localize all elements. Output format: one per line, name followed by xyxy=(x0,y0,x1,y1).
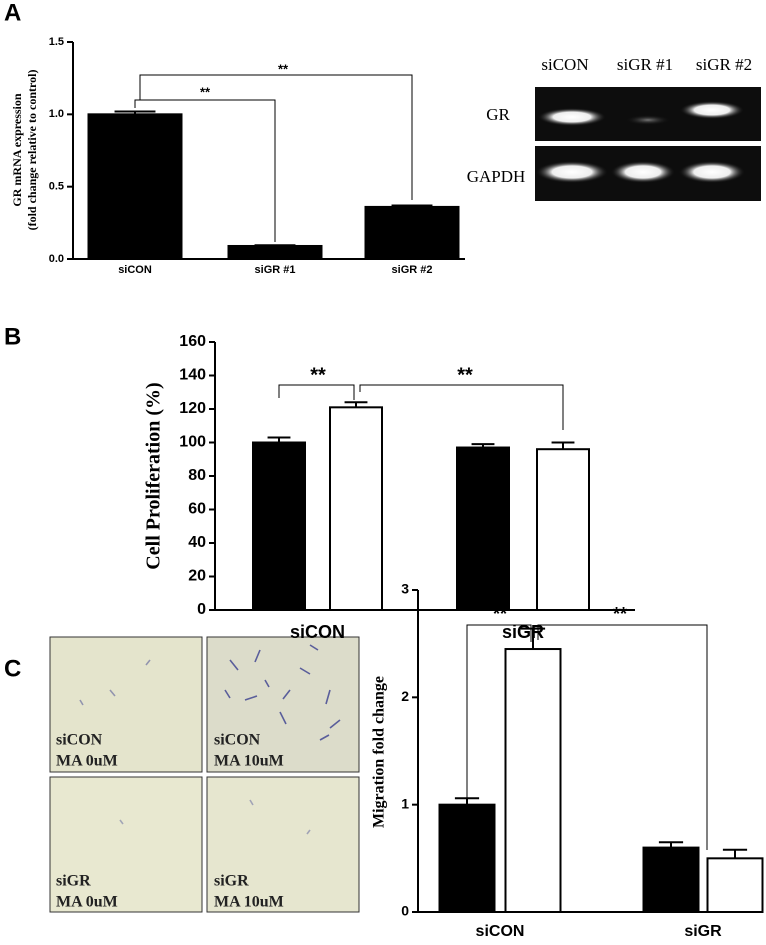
significance-bracket xyxy=(466,624,532,800)
y-tick-label: 80 xyxy=(188,467,206,484)
y-tick-label: 3 xyxy=(401,581,409,597)
panel-label: B xyxy=(4,323,21,350)
significance-label: ** xyxy=(200,84,211,99)
micrograph-label: siGR xyxy=(214,873,249,890)
gel-row: GAPDH xyxy=(467,167,526,186)
bar xyxy=(456,446,510,611)
bar xyxy=(438,803,496,914)
micrograph-label: MA 10uM xyxy=(214,894,284,911)
y-tick-label: 0 xyxy=(401,903,409,919)
y-tick-label: 120 xyxy=(179,400,206,417)
y-tick-label: 1.0 xyxy=(49,108,64,120)
significance-label: ** xyxy=(457,364,473,386)
y-tick-label: 1 xyxy=(401,795,409,811)
y-axis-label: Migration fold change xyxy=(371,676,388,828)
bar xyxy=(364,205,460,260)
y-axis-label: GR mRNA expression xyxy=(10,93,24,206)
y-tick-label: 0.5 xyxy=(49,181,64,193)
micrograph-label: siCON xyxy=(214,732,261,749)
y-tick-label: 140 xyxy=(179,367,206,384)
gel-column: siCON xyxy=(541,55,588,74)
significance-bracket xyxy=(359,384,564,430)
significance-bracket xyxy=(139,74,413,200)
micrographs: siCON MA 0uM siCON MA 10uM siGR MA 0uM s… xyxy=(49,636,360,913)
bar xyxy=(252,441,306,611)
micrograph xyxy=(206,636,360,773)
cell-stain xyxy=(79,644,341,835)
significance-bracket xyxy=(134,99,276,242)
y-tick-label: 0 xyxy=(197,601,206,618)
bar xyxy=(536,448,590,612)
gel: siCON siGR #1 siGR #2 GR GAPDH xyxy=(467,55,761,201)
y-axis-label: (fold change relative to control) xyxy=(25,70,39,231)
y-axis-label: Cell Proliferation (%) xyxy=(143,382,165,569)
micrograph-label: MA 0uM xyxy=(56,894,118,911)
bar xyxy=(706,857,764,913)
significance-label: ** xyxy=(310,364,326,386)
micrograph xyxy=(49,636,203,773)
gel-band xyxy=(626,115,670,125)
significance-bracket xyxy=(278,384,355,400)
gel-band xyxy=(680,101,744,119)
gel-band xyxy=(538,108,606,126)
y-tick-label: 100 xyxy=(179,434,206,451)
x-tick-label: siCON xyxy=(118,264,152,276)
y-tick-label: 40 xyxy=(188,534,206,551)
bar xyxy=(642,846,700,913)
y-tick-label: 20 xyxy=(188,568,206,585)
significance-label: ** xyxy=(613,604,627,624)
x-tick-label: siGR #1 xyxy=(255,264,296,276)
micrograph-label: MA 0uM xyxy=(56,753,118,770)
panel-label: A xyxy=(4,0,21,26)
micrograph-label: siGR xyxy=(56,873,91,890)
micrograph xyxy=(206,776,360,913)
y-tick-label: 2 xyxy=(401,688,409,704)
bar xyxy=(87,113,183,261)
micrograph-label: siCON xyxy=(56,732,103,749)
error-bar xyxy=(520,627,546,650)
x-tick-label: siCON xyxy=(290,622,345,642)
x-tick-label: siGR #2 xyxy=(392,264,433,276)
gel-column: siGR #2 xyxy=(696,55,752,74)
bar xyxy=(227,244,323,260)
panel-label: C xyxy=(4,655,21,682)
significance-label: ** xyxy=(493,604,507,624)
bar xyxy=(329,406,383,612)
gel-band xyxy=(536,161,608,183)
error-bar xyxy=(722,848,748,859)
gel-column: siGR #1 xyxy=(617,55,673,74)
gel-band xyxy=(679,161,745,183)
y-tick-label: 160 xyxy=(179,333,206,350)
y-tick-label: 0.0 xyxy=(49,253,64,265)
error-bar xyxy=(551,441,575,450)
micrograph xyxy=(49,776,203,913)
micrograph-label: MA 10uM xyxy=(214,753,284,770)
gel-band xyxy=(611,161,675,183)
bar xyxy=(504,648,562,913)
x-tick-label: siCON xyxy=(476,923,525,940)
x-tick-label: siGR xyxy=(684,923,722,940)
gel-row: GR xyxy=(486,105,510,124)
y-tick-label: 60 xyxy=(188,501,206,518)
significance-label: ** xyxy=(278,61,289,76)
significance-bracket xyxy=(537,624,708,850)
y-tick-label: 1.5 xyxy=(49,36,64,48)
